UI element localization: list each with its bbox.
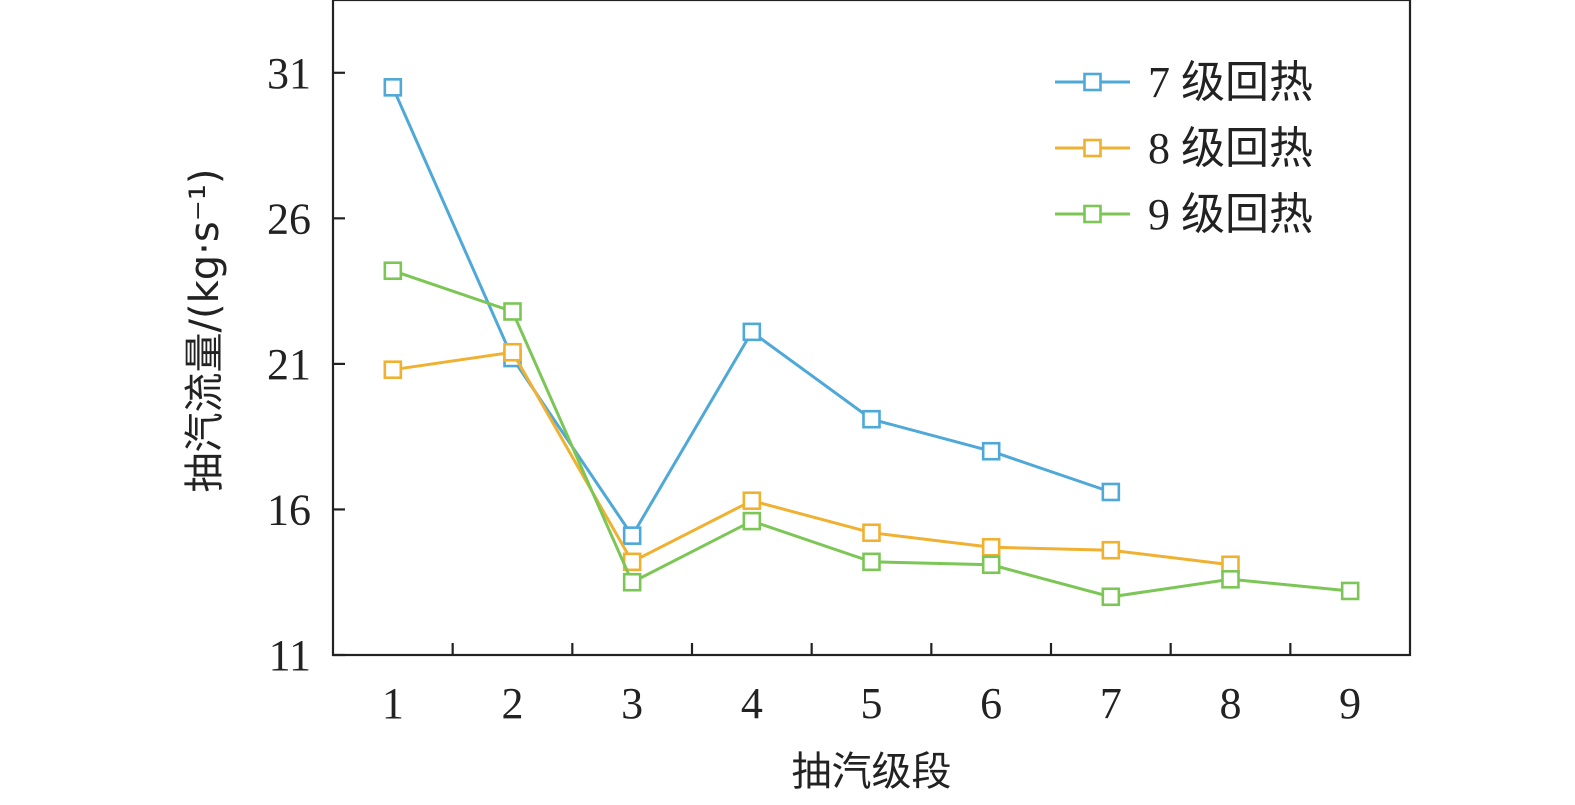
y-tick-label: 21 bbox=[267, 340, 311, 389]
legend-item: 9 级回热 bbox=[1055, 190, 1313, 239]
x-tick-label: 5 bbox=[861, 679, 883, 728]
data-point bbox=[742, 491, 762, 511]
data-point bbox=[1340, 581, 1360, 601]
legend-label: 8 级回热 bbox=[1148, 124, 1313, 173]
series-1 bbox=[383, 78, 1121, 545]
series-2 bbox=[383, 342, 1240, 575]
data-point bbox=[981, 555, 1001, 575]
data-point bbox=[981, 537, 1001, 557]
y-tick-label: 11 bbox=[269, 631, 311, 680]
data-point bbox=[862, 552, 881, 572]
x-tick-label: 2 bbox=[502, 679, 524, 728]
legend-swatch-marker bbox=[1083, 72, 1102, 92]
data-point bbox=[1221, 570, 1240, 589]
series-line bbox=[392, 350, 1231, 567]
legend-label: 7 级回热 bbox=[1148, 58, 1313, 107]
legend-item: 7 级回热 bbox=[1055, 58, 1313, 107]
legend-item: 8 级回热 bbox=[1055, 124, 1313, 173]
x-tick-label: 9 bbox=[1339, 679, 1361, 728]
x-tick-label: 3 bbox=[621, 679, 643, 728]
x-tick-label: 7 bbox=[1100, 679, 1122, 728]
series-line bbox=[392, 269, 1351, 599]
x-axis-title: 抽汽级段 bbox=[792, 749, 952, 795]
data-point bbox=[1101, 540, 1121, 560]
y-tick-label: 16 bbox=[267, 485, 311, 534]
data-point bbox=[383, 78, 403, 97]
x-tick-label: 6 bbox=[980, 679, 1002, 728]
axes: 11 16 21 26 31 1 2 3 4 5 6 7 8 9 bbox=[267, 0, 1412, 728]
data-point bbox=[862, 523, 881, 543]
data-point bbox=[503, 302, 522, 321]
data-point bbox=[383, 261, 403, 281]
plot-frame bbox=[331, 0, 1412, 657]
legend-swatch-marker bbox=[1083, 204, 1102, 224]
legend-label: 9 级回热 bbox=[1148, 190, 1313, 239]
data-point bbox=[742, 322, 762, 342]
series-layer bbox=[383, 78, 1360, 607]
legend-swatch-marker bbox=[1083, 138, 1102, 158]
data-point bbox=[503, 342, 522, 362]
x-tick-label: 8 bbox=[1220, 679, 1242, 728]
data-point bbox=[383, 360, 403, 380]
y-axis-title: 抽汽流量/(kg·s⁻¹) bbox=[182, 169, 228, 493]
data-point bbox=[981, 441, 1001, 461]
legend: 7 级回热 8 级回热 9 级回热 bbox=[1055, 58, 1313, 239]
series-line bbox=[391, 86, 1112, 539]
series-3 bbox=[383, 261, 1360, 607]
data-point bbox=[622, 526, 642, 545]
y-tick-label: 31 bbox=[267, 49, 311, 98]
x-tick-label: 4 bbox=[741, 679, 763, 728]
data-point bbox=[1101, 482, 1121, 502]
x-tick-label: 1 bbox=[382, 679, 404, 728]
data-point bbox=[622, 572, 642, 592]
data-point bbox=[862, 409, 881, 429]
y-tick-label: 26 bbox=[267, 194, 311, 243]
data-point bbox=[742, 511, 762, 531]
data-point bbox=[1101, 587, 1121, 607]
